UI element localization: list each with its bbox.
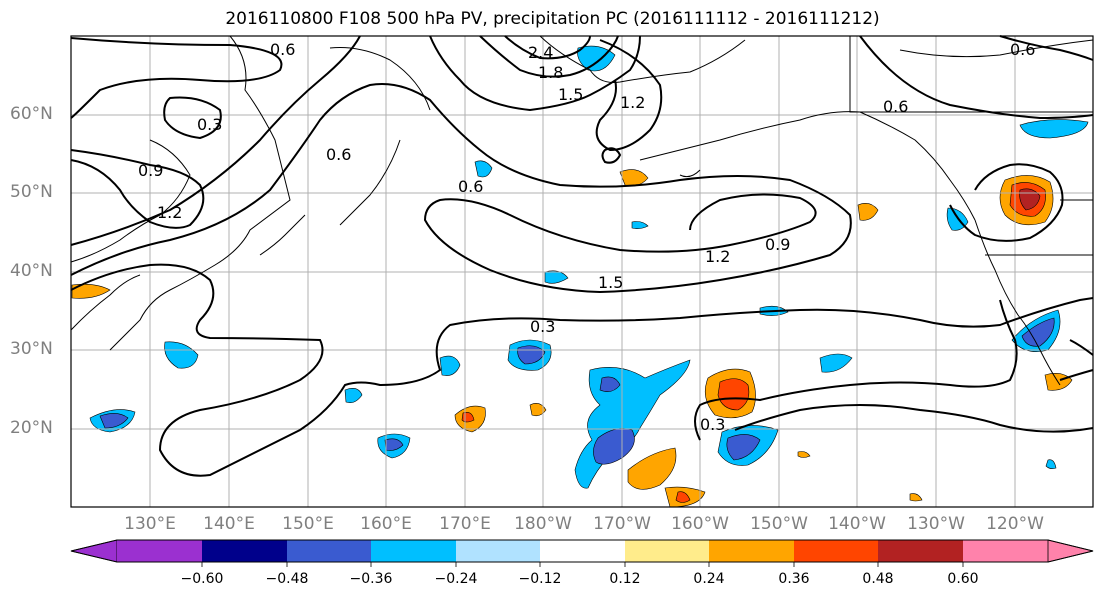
colorbar-tick-label: 0.60	[947, 571, 979, 587]
lon-label: 150°E	[282, 514, 334, 534]
pv-contours	[70, 35, 1094, 477]
colorbar-swatch	[287, 540, 371, 562]
lon-label: 160°E	[360, 514, 412, 534]
lat-label: 40°N	[10, 261, 53, 281]
lat-label: 60°N	[10, 104, 53, 124]
contour-label: 1.5	[598, 273, 623, 292]
lat-label: 30°N	[10, 339, 53, 359]
colorbar-swatch	[371, 540, 456, 562]
contour-label: 0.9	[138, 161, 163, 180]
colorbar-swatch	[456, 540, 540, 562]
map-frame	[70, 35, 1094, 508]
colorbar-tick-label: 0.36	[778, 571, 810, 587]
colorbar-swatch	[963, 540, 1048, 562]
contour-label: 0.6	[883, 97, 908, 116]
lon-label: 120°W	[986, 514, 1044, 534]
lon-label: 180°W	[514, 514, 572, 534]
lon-label: 170°E	[439, 514, 491, 534]
gridlines	[71, 36, 1093, 507]
colorbar-swatch	[794, 540, 878, 562]
colorbar-swatch	[202, 540, 287, 562]
colorbar-tick-label: −0.12	[518, 571, 562, 587]
lon-label: 150°W	[750, 514, 808, 534]
contour-label: 1.8	[538, 63, 563, 82]
lon-label: 140°E	[203, 514, 255, 534]
colorbar-tick-label: −0.48	[265, 571, 309, 587]
lat-label: 50°N	[10, 182, 53, 202]
contour-label: 1.2	[157, 203, 182, 222]
contour-label: 1.2	[705, 247, 730, 266]
colorbar-extend-min	[70, 539, 118, 563]
contour-labels: 0.3 0.9 1.2 0.6 0.6 2.4 1.8 1.5 1.2 0.6 …	[138, 40, 1035, 434]
lon-label: 140°W	[828, 514, 886, 534]
lon-label: 130°E	[124, 514, 176, 534]
colorbar-swatch	[540, 540, 625, 562]
lon-label: 130°W	[907, 514, 965, 534]
lat-label: 20°N	[10, 418, 53, 438]
figure-title: 2016110800 F108 500 hPa PV, precipitatio…	[225, 9, 880, 29]
lon-label: 170°W	[593, 514, 651, 534]
contour-label: 2.4	[528, 43, 553, 62]
colorbar-tick-label: −0.36	[349, 571, 393, 587]
contour-label: 0.6	[1010, 40, 1035, 59]
colorbar	[70, 539, 1094, 567]
contour-label: 0.3	[530, 317, 555, 336]
colorbar-swatch	[625, 540, 709, 562]
colorbar-swatch	[709, 540, 794, 562]
coastlines	[70, 35, 1094, 386]
contour-label: 1.2	[620, 93, 645, 112]
contour-label: 0.3	[197, 115, 222, 134]
contour-label: 0.6	[326, 145, 351, 164]
colorbar-swatch	[117, 540, 202, 562]
lon-label: 160°W	[671, 514, 729, 534]
colorbar-tick-label: −0.24	[434, 571, 478, 587]
precip-shading	[71, 45, 1089, 508]
colorbar-extend-max	[1047, 539, 1094, 563]
colorbar-tick-label: 0.48	[862, 571, 894, 587]
contour-label: 0.3	[700, 415, 725, 434]
colorbar-tick-label: −0.60	[180, 571, 224, 587]
contour-label: 0.6	[458, 177, 483, 196]
contour-label: 0.9	[765, 235, 790, 254]
contour-label: 1.5	[558, 85, 583, 104]
colorbar-tick-label: 0.12	[609, 571, 641, 587]
contour-label: 0.6	[270, 40, 295, 59]
colorbar-swatch	[878, 540, 963, 562]
colorbar-tick-label: 0.24	[693, 571, 725, 587]
